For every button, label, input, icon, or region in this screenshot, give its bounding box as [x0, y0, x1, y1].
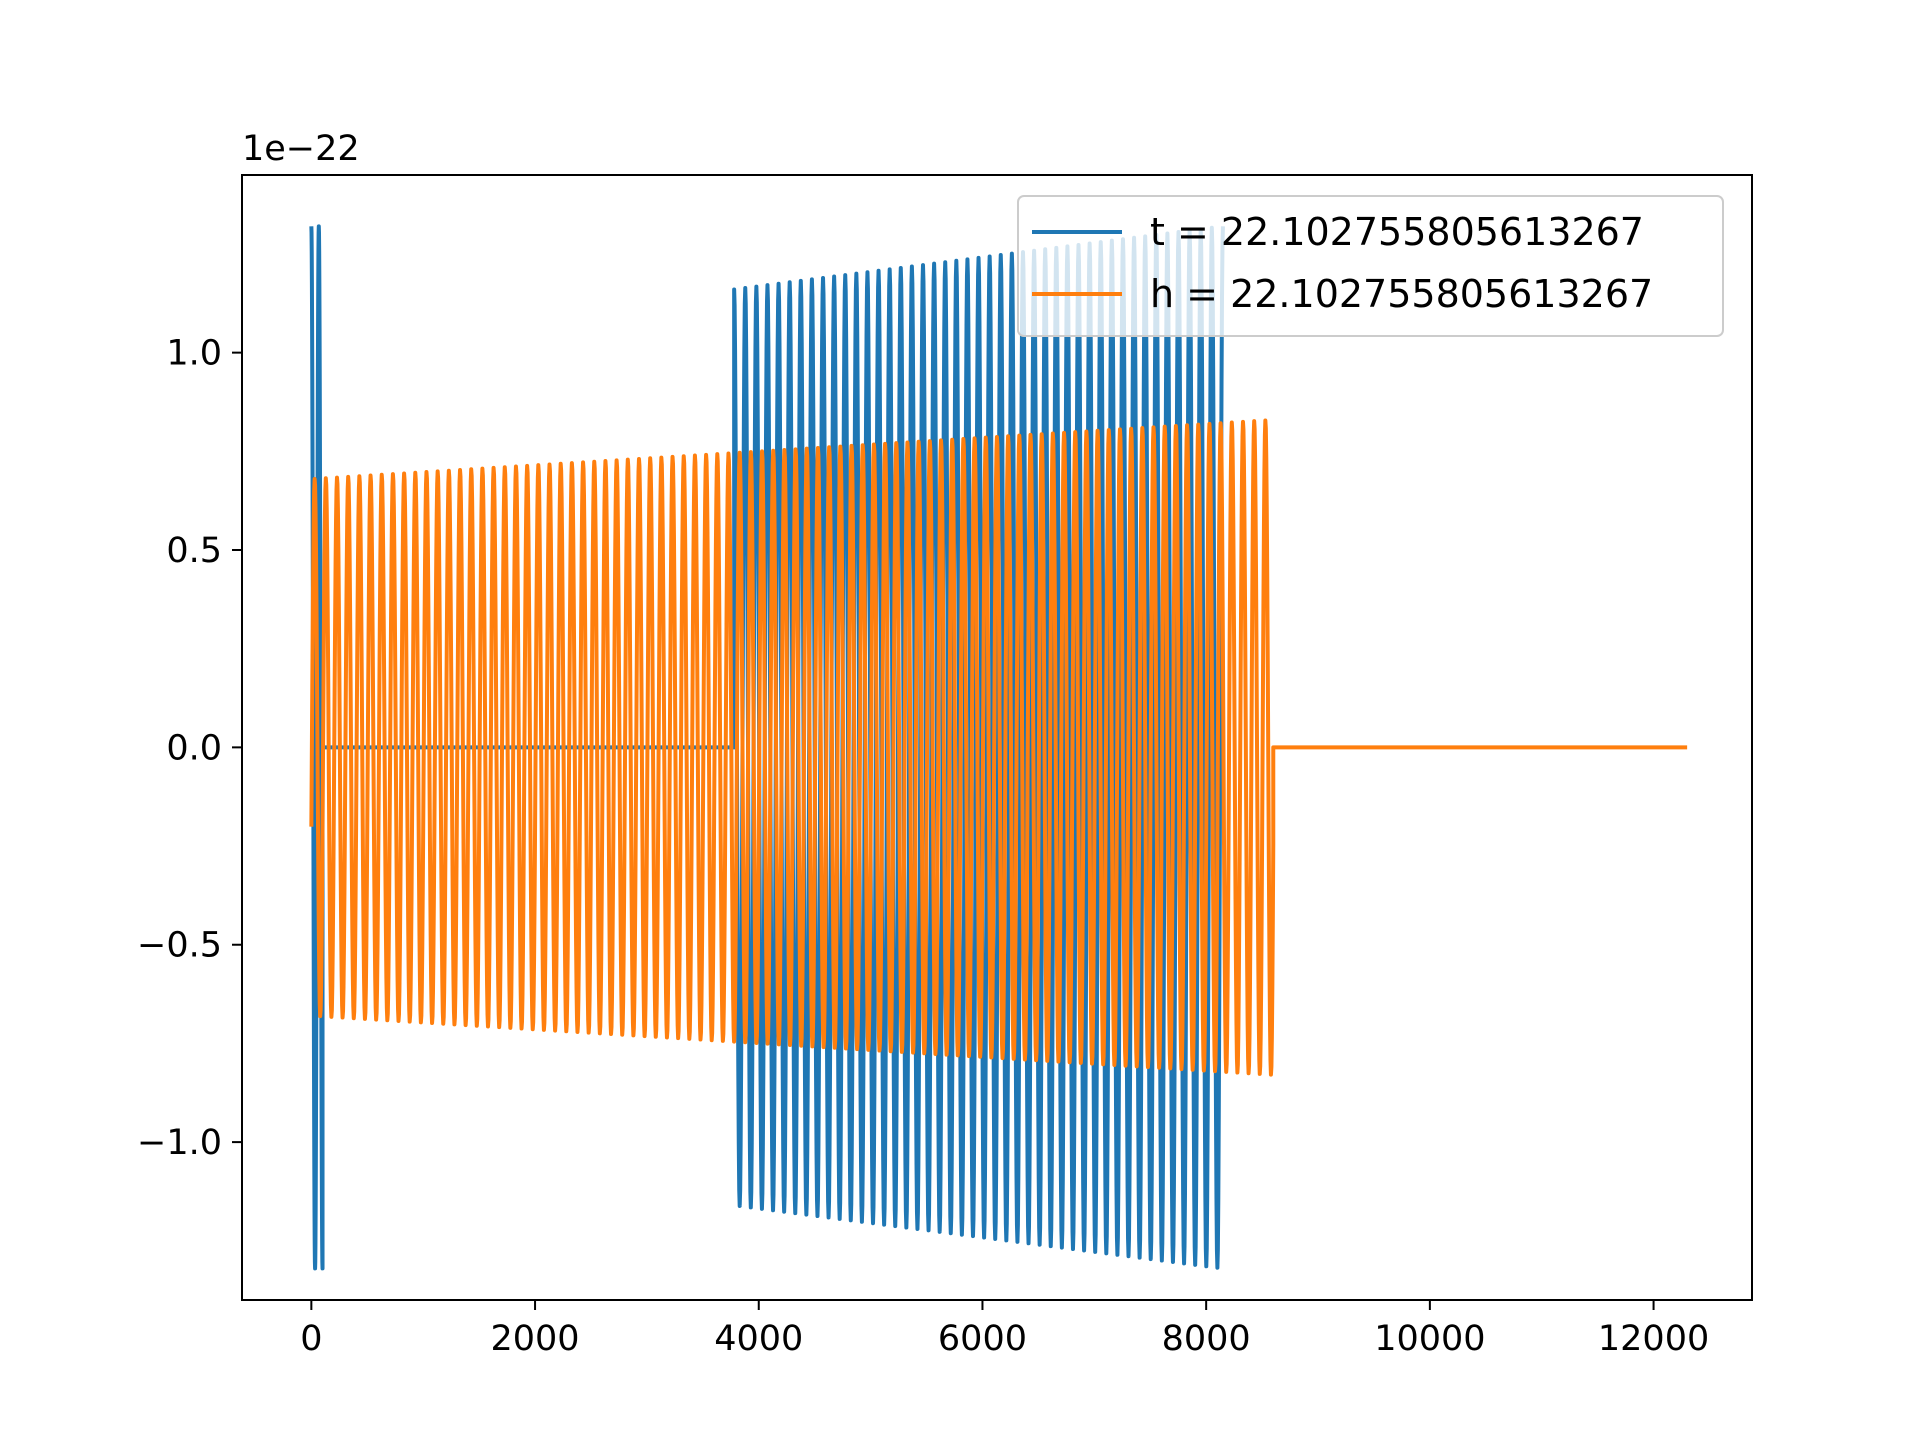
x-tick-label: 6000	[938, 1319, 1027, 1359]
y-offset-label: 1e−22	[242, 129, 360, 169]
y-tick-label: −1.0	[137, 1123, 222, 1163]
y-tick-label: −0.5	[137, 926, 222, 966]
plot-area	[309, 224, 1688, 1271]
y-tick-label: 0.0	[166, 728, 222, 768]
legend-label: h = 22.102755805613267	[1150, 272, 1653, 316]
series-layer	[309, 224, 1688, 1271]
y-tick-label: 0.5	[166, 531, 222, 571]
y-tick-label: 1.0	[166, 334, 222, 374]
x-tick-label: 8000	[1162, 1319, 1251, 1359]
x-tick-label: 0	[300, 1319, 322, 1359]
legend-label: t = 22.102755805613267	[1150, 210, 1644, 254]
x-tick-label: 4000	[714, 1319, 803, 1359]
x-tick-label: 12000	[1598, 1319, 1709, 1359]
legend: t = 22.102755805613267 h = 22.10275580561…	[1017, 195, 1724, 337]
axes-frame	[241, 174, 1753, 1301]
legend-box	[1017, 195, 1724, 337]
series-line-2	[309, 418, 1688, 1077]
series-line-1	[309, 224, 1225, 1271]
y-axis: −1.0 −0.5 0.0 0.5 1.0	[137, 334, 242, 1163]
x-axis: 0 2000 4000 6000 8000 10000 12000	[300, 1300, 1709, 1359]
x-tick-label: 2000	[491, 1319, 580, 1359]
x-tick-label: 10000	[1374, 1319, 1485, 1359]
